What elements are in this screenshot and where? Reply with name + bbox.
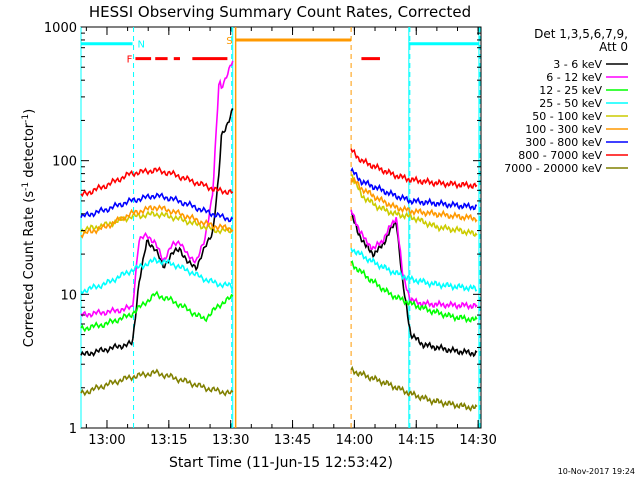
N-flag-label: N [138, 40, 145, 51]
x-tick-label-4: 14:00 [336, 433, 373, 448]
x-axis-title: Start Time (11-Jun-15 12:53:42) [169, 455, 393, 471]
series-0-segment-0 [80, 108, 234, 357]
series-0-segment-1 [351, 213, 478, 358]
legend-label-2: 12 - 25 keV [539, 84, 602, 97]
series-5-segment-0 [80, 204, 234, 239]
series-8-segment-1 [350, 365, 478, 412]
series-6-segment-1 [350, 166, 478, 211]
legend-label-4: 50 - 100 keV [532, 110, 602, 123]
legend-label-7: 800 - 7000 keV [518, 149, 602, 162]
legend-header-line-1: Det 1,3,5,6,7,9, [534, 27, 628, 41]
annotation-layer: NF S [80, 27, 481, 428]
y-tick-label-3: 1000 [44, 21, 77, 36]
F-flag-label: F [127, 55, 133, 66]
footer-timestamp: 10-Nov-2017 19:24 [558, 467, 635, 476]
series-7-segment-1 [350, 148, 478, 190]
x-tick-label-0: 13:00 [88, 433, 125, 448]
ticks-layer: 13:00 13:15 13:30 13:45 14:00 14:15 14:30 1 10 10… [44, 21, 497, 448]
plot-frame [80, 26, 482, 429]
x-tick-label-6: 14:30 [459, 433, 496, 448]
series-3-segment-0 [80, 256, 233, 296]
legend-label-6: 300 - 800 keV [525, 136, 602, 149]
legend-label-1: 6 - 12 keV [546, 71, 602, 84]
x-tick-label-5: 14:15 [398, 433, 435, 448]
y-tick-label-2: 100 [52, 155, 77, 170]
series-2-segment-1 [350, 260, 478, 324]
y-axis-title: Corrected Count Rate (s-1 detector-1) [21, 109, 37, 347]
x-tick-label-2: 13:30 [212, 433, 249, 448]
series-7-segment-0 [80, 166, 234, 198]
x-tick-label-1: 13:15 [150, 433, 187, 448]
S-flag-label: S [226, 36, 232, 47]
series-layer [80, 60, 478, 412]
legend-label-3: 25 - 50 keV [539, 97, 602, 110]
series-3-segment-1 [350, 247, 478, 293]
legend-header-line-2: Att 0 [599, 40, 628, 54]
series-5-segment-1 [350, 176, 478, 223]
y-tick-label-0: 1 [69, 422, 77, 437]
plot-area: NFS 13:00 13:15 13:30 13:45 14:00 14:15 14:301… [44, 21, 497, 448]
legend-label-8: 7000 - 20000 keV [504, 162, 602, 175]
y-tick-label-1: 10 [60, 288, 77, 303]
series-8-segment-0 [80, 368, 234, 397]
series-4-segment-1 [351, 174, 478, 238]
series-4-segment-0 [80, 210, 234, 235]
series-2-segment-0 [80, 290, 234, 333]
series-6-segment-0 [80, 192, 234, 223]
chart-title: HESSI Observing Summary Count Rates, Cor… [89, 3, 471, 21]
legend-label-5: 100 - 300 keV [525, 123, 602, 136]
legend-label-0: 3 - 6 keV [553, 58, 602, 71]
x-tick-label-3: 13:45 [274, 433, 311, 448]
